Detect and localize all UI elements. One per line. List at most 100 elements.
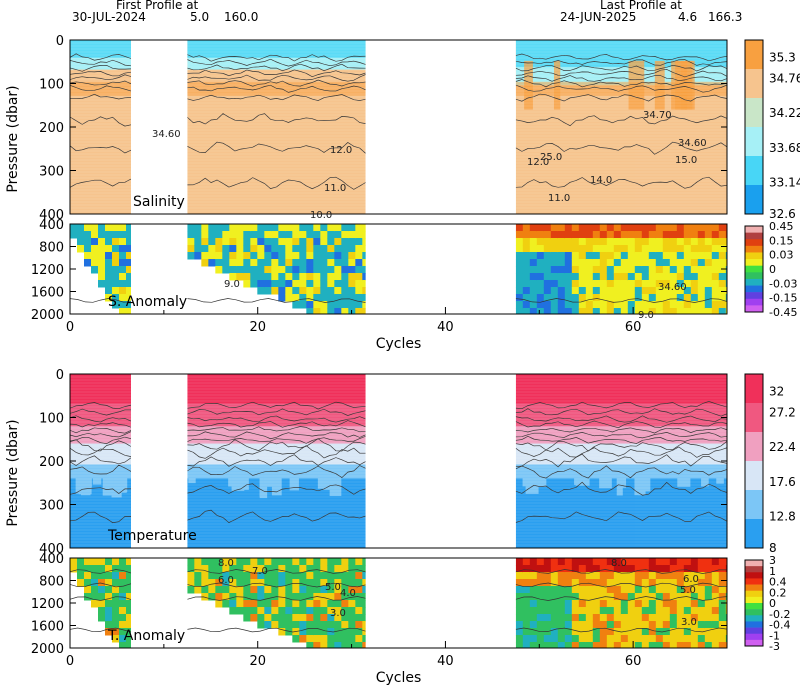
ytick-label-2-2: 200 (39, 455, 64, 470)
colorbar-label-0-5: 32.6 (769, 207, 796, 221)
colorbar-label-1-2: 0.03 (769, 249, 794, 262)
contour-label-2-8: 9.0 (638, 310, 654, 321)
colorbar-swatch-0-5 (745, 185, 763, 215)
ytick-label-0-0: 0 (56, 34, 64, 49)
colorbar-label-3-4: 0 (769, 597, 776, 610)
ytick-label-1-1: 800 (39, 241, 64, 256)
colorbar-label-3-7: -1 (769, 629, 780, 642)
ytick-label-3-4: 2000 (31, 642, 64, 657)
contour-label-0-0: 34.60 (152, 129, 181, 140)
colorbar-label-3-1: 1 (769, 565, 776, 578)
colorbar-swatch-1-3 (745, 245, 763, 253)
xtick-label-1-1: 20 (249, 320, 266, 335)
xtick-label-1-0: 0 (66, 320, 74, 335)
ytick-label-2-1: 100 (39, 412, 64, 427)
colorbar-swatch-3-5 (745, 590, 763, 598)
colorbar-swatch-1-12 (745, 305, 763, 313)
colorbar-frame-0 (744, 39, 764, 215)
ytick-label-3-0: 400 (39, 552, 64, 567)
ytick-label-3-2: 1200 (31, 597, 64, 612)
colorbar-swatch-2-3 (745, 461, 763, 491)
colorbar-frame-3 (744, 559, 764, 647)
contour-label-3-8: 5.0 (680, 585, 696, 596)
colorbar-swatch-3-7 (745, 603, 763, 610)
colorbar-swatch-1-7 (745, 272, 763, 280)
xtick-label-1-3: 60 (625, 320, 642, 335)
first-profile-label: First Profile at (116, 0, 199, 12)
colorbar-label-0-0: 35.3 (769, 50, 796, 64)
ytick-label-0-2: 200 (39, 121, 64, 136)
colorbar-swatch-3-6 (745, 596, 763, 604)
ytick-label-1-0: 400 (39, 218, 64, 233)
colorbar-swatch-0-4 (745, 156, 763, 186)
contour-label-2-4: 12.0 (527, 157, 549, 168)
last-profile-date: 24-JUN-2025 (560, 10, 637, 24)
colorbar-frame-2 (744, 373, 764, 549)
contour-label-2-0: 12.0 (330, 145, 352, 156)
contour-label-3-9: 3.0 (681, 617, 697, 628)
colorbar-swatch-3-9 (745, 615, 763, 622)
contour-label-3-1: 7.0 (252, 566, 268, 577)
colorbar-swatch-1-10 (745, 292, 763, 300)
ytick-label-0-3: 300 (39, 165, 64, 180)
colorbar-swatch-1-2 (745, 239, 763, 247)
colorbar-swatch-3-10 (745, 621, 763, 628)
last-profile-lon: 166.3 (708, 10, 743, 24)
colorbar-swatch-1-0 (745, 226, 763, 233)
last-profile-lat: 4.6 (678, 10, 698, 24)
colorbar-swatch-2-5 (745, 519, 763, 549)
contour-label-1-0: 34.60 (658, 282, 687, 293)
contour-label-2-6: 14.0 (590, 175, 612, 186)
colorbar-swatch-2-4 (745, 490, 763, 520)
colorbar-label-1-0: 0.45 (769, 220, 794, 233)
colorbar-label-0-2: 34.22 (769, 106, 800, 120)
colorbar-frame-1 (744, 225, 764, 313)
colorbar-label-1-4: -0.03 (769, 277, 797, 290)
colorbar-label-0-3: 33.68 (769, 141, 800, 155)
colorbar-swatch-1-11 (745, 298, 763, 306)
first-profile-lon: 160.0 (224, 10, 259, 24)
contour-label-3-7: 6.0 (683, 574, 699, 585)
colorbar-swatch-1-4 (745, 252, 763, 260)
first-profile-lat: 5.0 (190, 10, 210, 24)
colorbar-label-1-3: 0 (769, 263, 776, 276)
contour-label-3-4: 4.0 (340, 588, 356, 599)
ytick-label-3-1: 800 (39, 575, 64, 590)
colorbar-swatch-1-6 (745, 265, 763, 273)
xtick-label-1-2: 40 (437, 320, 454, 335)
xtick-label-3-2: 40 (437, 654, 454, 669)
colorbar-swatch-3-4 (745, 584, 763, 592)
contour-label-0-1: 34.70 (643, 110, 672, 121)
colorbar-label-3-8: -3 (769, 640, 780, 653)
colorbar-swatch-0-2 (745, 98, 763, 128)
colorbar-label-3-5: -0.2 (769, 608, 790, 621)
colorbar-label-0-4: 33.14 (769, 176, 800, 190)
colorbar-swatch-3-12 (745, 633, 763, 641)
xtick-label-3-3: 60 (625, 654, 642, 669)
colorbar-swatch-3-13 (745, 639, 763, 647)
colorbar-swatch-0-3 (745, 127, 763, 157)
xlabel-3: Cycles (376, 670, 422, 686)
contour-label-2-9: 25.0 (540, 152, 562, 163)
colorbar-swatch-2-0 (745, 374, 763, 404)
contour-label-3-6: 8.0 (611, 558, 627, 569)
last-profile-label: Last Profile at (600, 0, 682, 12)
panel-label-1: S. Anomaly (108, 294, 187, 310)
colorbar-swatch-2-2 (745, 432, 763, 462)
colorbar-swatch-1-5 (745, 259, 763, 266)
ytick-label-2-4: 400 (39, 542, 64, 557)
colorbar-label-1-1: 0.15 (769, 234, 794, 247)
ytick-label-1-2: 1200 (31, 263, 64, 278)
contour-label-2-5: 11.0 (548, 193, 570, 204)
contour-label-3-2: 6.0 (218, 575, 234, 586)
xtick-label-3-1: 20 (249, 654, 266, 669)
contour-label-0-2: 34.60 (678, 138, 707, 149)
colorbar-label-2-1: 27.2 (769, 405, 796, 419)
colorbar-swatch-3-0 (745, 560, 763, 567)
colorbar-swatch-3-2 (745, 572, 763, 579)
colorbar-swatch-3-8 (745, 609, 763, 616)
ytick-label-3-3: 1600 (31, 620, 64, 635)
ylabel-2: Pressure (dbar) (5, 419, 21, 526)
first-profile-date: 30-JUL-2024 (72, 10, 146, 24)
